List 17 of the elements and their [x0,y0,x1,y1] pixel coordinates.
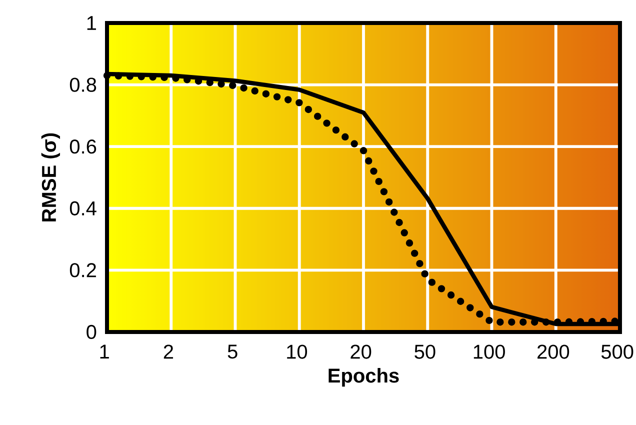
y-axis-title: RMSE (σ) [41,133,60,222]
y-tick-label: 0.2 [70,263,96,278]
x-tick-label: 10 [287,344,308,359]
y-tick-label: 0.4 [70,201,96,216]
x-axis-title: Epochs [328,368,399,387]
x-tick-label: 50 [414,344,436,359]
y-tick-label: 0.6 [70,140,96,154]
y-tick-label: 0.8 [70,78,96,92]
x-tick-label: 20 [350,344,372,359]
x-tick-label: 200 [538,344,570,359]
x-tick-label: 500 [601,344,634,359]
y-tick-label: 0 [86,324,96,340]
x-tick-label: 2 [164,344,174,359]
x-tick-label: 100 [474,344,505,359]
y-tick-label: 1 [87,16,96,30]
x-tick-label: 1 [100,344,109,358]
x-tick-label: 5 [228,344,238,359]
